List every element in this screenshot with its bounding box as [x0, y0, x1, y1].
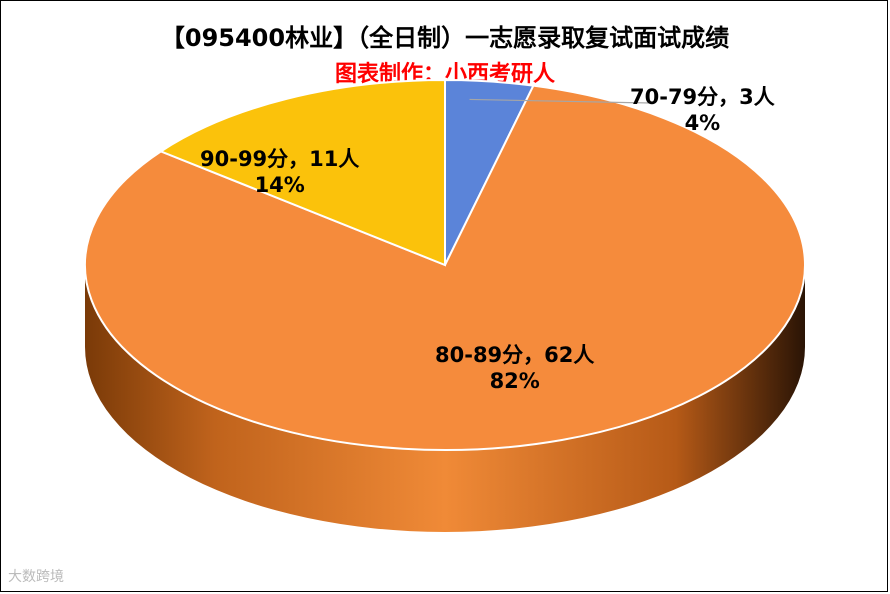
pie-side-wall: [85, 265, 805, 532]
slice-label-70-79: 70-79分，3人 4%: [630, 84, 775, 136]
slice-label-80-89-percent: 82%: [489, 369, 540, 393]
pie-slice-1: [84, 84, 806, 451]
slice-label-90-99-percent: 14%: [254, 173, 305, 197]
slice-label-70-79-name: 70-79分，3人: [630, 85, 775, 109]
pie-slice-2: [158, 78, 446, 267]
slice-label-90-99: 90-99分，11人 14%: [200, 146, 359, 198]
slice-label-90-99-name: 90-99分，11人: [200, 147, 360, 171]
watermark: 大数跨境: [8, 569, 64, 585]
slice-label-80-89: 80-89分，62人 82%: [435, 342, 594, 394]
slice-label-80-89-name: 80-89分，62人: [435, 343, 595, 367]
slice-label-70-79-percent: 4%: [684, 111, 721, 135]
leader-line-70-79: [469, 98, 651, 104]
chart-title: 【095400林业】（全日制）一志愿录取复试面试成绩: [160, 24, 730, 52]
